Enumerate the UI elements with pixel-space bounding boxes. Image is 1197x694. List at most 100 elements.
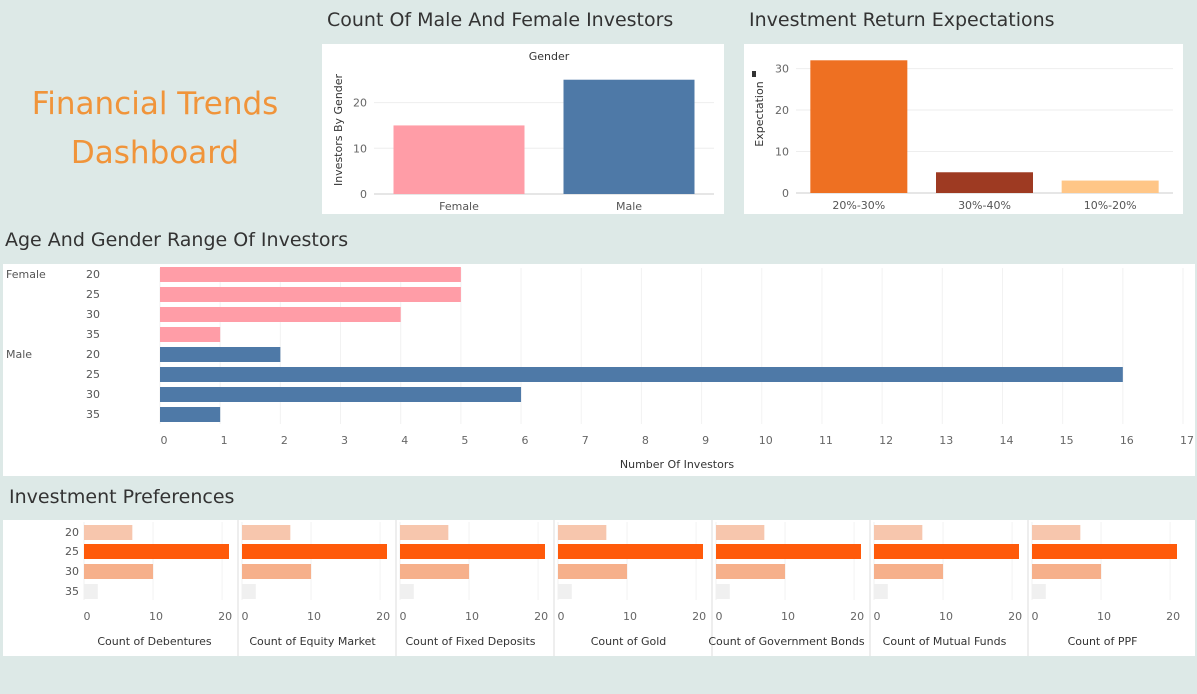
x-tick-label: 10 bbox=[781, 610, 795, 623]
x-tick-label: 20 bbox=[534, 610, 548, 623]
y-tick-label: 10 bbox=[353, 142, 367, 155]
bar-pref-4-35 bbox=[716, 584, 730, 599]
y-tick-label: 20 bbox=[353, 97, 367, 110]
age-label: 20 bbox=[86, 348, 100, 361]
bar-pref-6-35 bbox=[1032, 584, 1046, 599]
panel-label: Count of PPF bbox=[1068, 635, 1138, 648]
x-tick-label: 7 bbox=[582, 434, 589, 447]
bar-female bbox=[393, 125, 525, 194]
x-tick-label: 0 bbox=[716, 610, 723, 623]
age-label: 30 bbox=[86, 308, 100, 321]
age-gender-chart-panel: 0 1 2 3 4 5 6 7 8 9 10 11 12 13 14 15 16 17 Number Of Inve… bbox=[3, 264, 1195, 476]
x-tick-label: Male bbox=[616, 200, 642, 213]
gender-chart: Gender 0 10 20 Investors By Gender Female Male bbox=[332, 50, 714, 213]
bar-pref-5-35 bbox=[874, 584, 888, 599]
y-tick-label: 30 bbox=[775, 63, 789, 76]
x-tick-label: 20 bbox=[218, 610, 232, 623]
x-tick-label: 10%-20% bbox=[1084, 199, 1137, 212]
age-label: 30 bbox=[86, 388, 100, 401]
y-tick-label: 0 bbox=[360, 188, 367, 201]
x-axis-label: Number Of Investors bbox=[620, 458, 735, 471]
bar-pref-0-20 bbox=[84, 525, 133, 540]
age-label: 20 bbox=[65, 526, 79, 539]
x-tick-label: 10 bbox=[149, 610, 163, 623]
bar-pref-5-30 bbox=[874, 564, 944, 579]
x-tick-label: 0 bbox=[1032, 610, 1039, 623]
x-tick-label: 10 bbox=[465, 610, 479, 623]
x-tick-label: 20 bbox=[692, 610, 706, 623]
x-tick-label: 20 bbox=[1166, 610, 1180, 623]
bar-pref-3-30 bbox=[558, 564, 628, 579]
bar-pref-6-25 bbox=[1032, 544, 1177, 559]
x-tick-label: 9 bbox=[702, 434, 709, 447]
bar-pref-3-35 bbox=[558, 584, 572, 599]
sort-icon bbox=[752, 71, 756, 77]
x-tick-label: 13 bbox=[939, 434, 953, 447]
panel-label: Count of Equity Market bbox=[249, 635, 376, 648]
group-label-female: Female bbox=[6, 268, 46, 281]
age-label: 35 bbox=[86, 408, 100, 421]
x-tick-label: 10 bbox=[623, 610, 637, 623]
bar-pref-3-20 bbox=[558, 525, 607, 540]
x-tick-label: 8 bbox=[642, 434, 649, 447]
preferences-chart-panel: 20 25 30 35 0 10 20 Count of Debentures 0 10 20 Cou… bbox=[3, 520, 1195, 656]
x-tick-label: 10 bbox=[759, 434, 773, 447]
bar-male bbox=[563, 79, 695, 194]
x-tick-label: 0 bbox=[558, 610, 565, 623]
x-tick-label: 1 bbox=[221, 434, 228, 447]
gender-chart-subtitle: Gender bbox=[529, 50, 570, 63]
x-tick-label: 0 bbox=[84, 610, 91, 623]
bar-pref-5-20 bbox=[874, 525, 923, 540]
gender-chart-panel: Gender 0 10 20 Investors By Gender Female Male bbox=[322, 44, 724, 214]
bar-female-20 bbox=[160, 267, 461, 282]
bar-pref-1-30 bbox=[242, 564, 312, 579]
panel-label: Count of Fixed Deposits bbox=[405, 635, 535, 648]
y-axis-label: Expectation bbox=[753, 81, 766, 146]
panel-label: Count of Government Bonds bbox=[708, 635, 865, 648]
dashboard-title: Financial Trends Dashboard bbox=[31, 86, 279, 171]
bar-pref-0-25 bbox=[84, 544, 229, 559]
bar-female-30 bbox=[160, 307, 401, 322]
bar-pref-0-35 bbox=[84, 584, 98, 599]
x-tick-label: 11 bbox=[819, 434, 833, 447]
age-label: 35 bbox=[65, 585, 79, 598]
y-tick-label: 20 bbox=[775, 104, 789, 117]
x-tick-label: 6 bbox=[522, 434, 529, 447]
bar-male-20 bbox=[160, 347, 281, 362]
x-tick-label: 15 bbox=[1060, 434, 1074, 447]
age-label: 30 bbox=[65, 565, 79, 578]
x-tick-label: 2 bbox=[281, 434, 288, 447]
bar-male-25 bbox=[160, 367, 1123, 382]
x-tick-label: 0 bbox=[161, 434, 168, 447]
bar-30%-40% bbox=[936, 172, 1033, 193]
bar-pref-1-35 bbox=[242, 584, 256, 599]
preferences-chart-title: Investment Preferences bbox=[9, 486, 235, 508]
age-label: 25 bbox=[86, 368, 100, 381]
bar-pref-4-30 bbox=[716, 564, 786, 579]
bar-20%-30% bbox=[810, 60, 908, 194]
age-label: 25 bbox=[65, 545, 79, 558]
bar-pref-6-30 bbox=[1032, 564, 1102, 579]
x-tick-label: 0 bbox=[242, 610, 249, 623]
x-tick-label: 14 bbox=[999, 434, 1013, 447]
panel-label: Count of Mutual Funds bbox=[883, 635, 1007, 648]
expectations-chart-panel: 0 10 20 30 Expectation 20%-30% 30%-40% 10%-20% bbox=[744, 44, 1183, 214]
x-tick-label: 20 bbox=[376, 610, 390, 623]
bar-female-25 bbox=[160, 287, 461, 302]
y-tick-label: 10 bbox=[775, 146, 789, 159]
x-tick-label: 20 bbox=[850, 610, 864, 623]
age-label: 20 bbox=[86, 268, 100, 281]
x-tick-label: 20%-30% bbox=[832, 199, 885, 212]
age-gender-chart-title: Age And Gender Range Of Investors bbox=[5, 229, 349, 251]
x-tick-label: 3 bbox=[341, 434, 348, 447]
bar-pref-5-25 bbox=[874, 544, 1019, 559]
expectations-chart-title: Investment Return Expectations bbox=[749, 9, 1055, 31]
x-tick-label: 0 bbox=[400, 610, 407, 623]
bar-male-30 bbox=[160, 387, 522, 402]
bar-pref-6-20 bbox=[1032, 525, 1081, 540]
bar-pref-4-20 bbox=[716, 525, 765, 540]
age-label: 25 bbox=[86, 288, 100, 301]
gender-chart-title: Count Of Male And Female Investors bbox=[327, 9, 674, 31]
